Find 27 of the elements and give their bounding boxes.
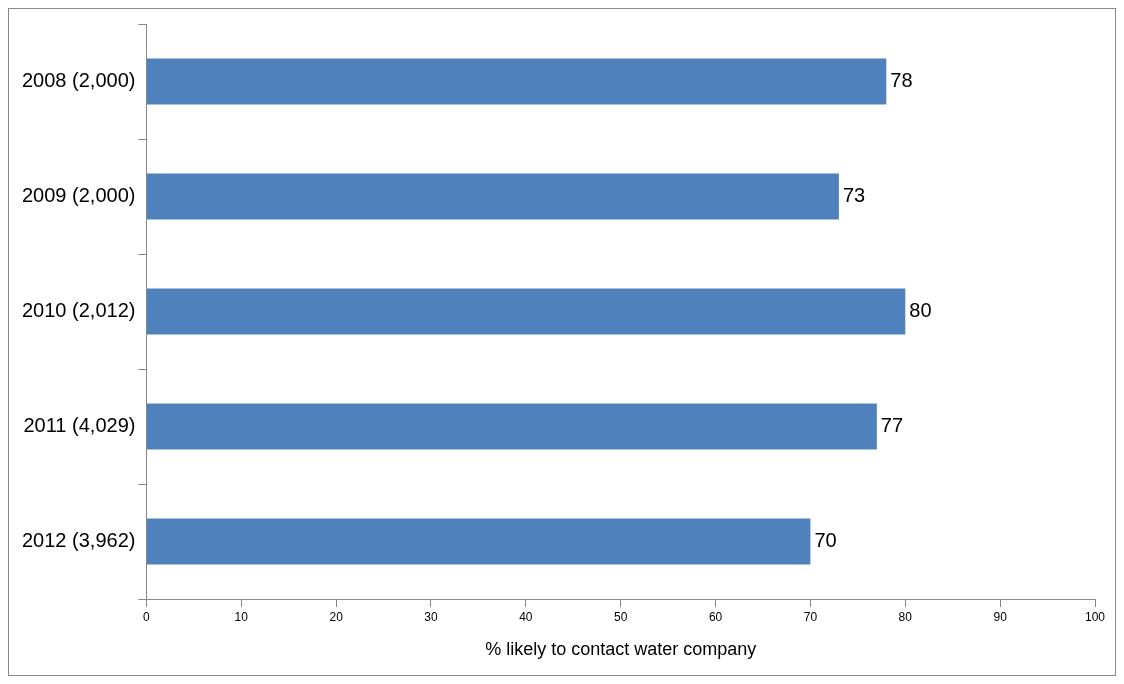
data-label: 73 (842, 184, 866, 207)
x-tick-label: 40 (519, 609, 533, 624)
bar (146, 403, 877, 450)
y-tick-label: 2012 (3,962) (22, 529, 136, 552)
x-tick-label: 0 (143, 609, 151, 624)
x-tick-label: 80 (898, 609, 913, 624)
bar (146, 288, 906, 335)
x-tick-label: 30 (424, 609, 438, 624)
data-label: 78 (890, 69, 913, 92)
x-tick-label: 60 (708, 609, 723, 624)
y-tick-label: 2010 (2,012) (22, 299, 136, 322)
data-label: 77 (880, 414, 904, 437)
y-tick-label: 2008 (2,000) (22, 69, 136, 92)
x-tick-label: 100 (1084, 609, 1106, 624)
bar (146, 518, 811, 565)
x-axis-title: % likely to contact water company (485, 639, 757, 660)
y-tick-label: 2011 (4,029) (23, 414, 136, 437)
x-tick-label: 90 (993, 609, 1008, 624)
bar (146, 58, 887, 105)
y-tick-label: 2009 (2,000) (22, 184, 136, 207)
data-label: 80 (909, 299, 932, 322)
bar (146, 173, 839, 220)
x-tick-label: 10 (234, 609, 249, 624)
x-tick-label: 50 (614, 609, 628, 624)
x-tick-label: 20 (329, 609, 344, 624)
data-label: 70 (814, 529, 837, 552)
x-tick-label: 70 (803, 609, 818, 624)
